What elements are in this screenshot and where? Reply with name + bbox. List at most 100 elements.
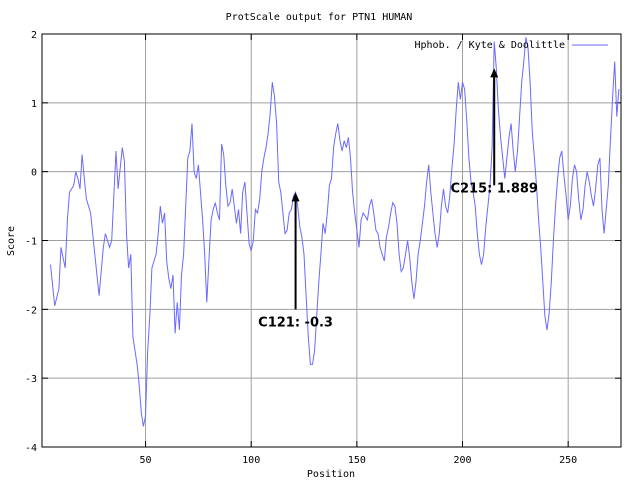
data-point	[69, 192, 70, 193]
data-point	[496, 68, 497, 69]
data-point	[584, 185, 585, 186]
data-point	[422, 223, 423, 224]
data-point	[185, 205, 186, 206]
data-point	[456, 109, 457, 110]
data-point	[540, 247, 541, 248]
data-point	[587, 171, 588, 172]
data-point	[278, 181, 279, 182]
y-axis-label: Score	[6, 226, 17, 256]
legend: Hphob. / Kyte & Doolittle	[414, 40, 608, 51]
data-point	[574, 164, 575, 165]
data-point	[458, 82, 459, 83]
data-point	[60, 247, 61, 248]
data-point	[75, 171, 76, 172]
data-point	[544, 316, 545, 317]
data-point	[198, 164, 199, 165]
data-point	[553, 240, 554, 241]
data-point	[521, 82, 522, 83]
data-point	[582, 209, 583, 210]
data-point	[513, 150, 514, 151]
data-point	[595, 188, 596, 189]
annotation-arrow-head	[291, 192, 300, 202]
data-point	[208, 261, 209, 262]
data-point	[244, 181, 245, 182]
data-point	[84, 178, 85, 179]
data-point	[86, 199, 87, 200]
data-point	[115, 150, 116, 151]
data-point	[538, 219, 539, 220]
data-point	[151, 267, 152, 268]
data-point	[498, 109, 499, 110]
data-point	[485, 226, 486, 227]
data-point	[297, 205, 298, 206]
data-point	[445, 205, 446, 206]
data-point	[139, 384, 140, 385]
data-point	[519, 116, 520, 117]
data-point	[77, 178, 78, 179]
data-point	[348, 137, 349, 138]
data-point	[248, 243, 249, 244]
data-point	[337, 123, 338, 124]
data-point	[54, 305, 55, 306]
data-point	[333, 147, 334, 148]
x-tick-label: 50	[140, 455, 152, 466]
data-point	[240, 233, 241, 234]
data-point	[396, 223, 397, 224]
data-point	[145, 415, 146, 416]
data-point	[117, 188, 118, 189]
data-point	[618, 88, 619, 89]
data-point	[405, 254, 406, 255]
data-point	[189, 150, 190, 151]
data-point	[517, 150, 518, 151]
data-point	[172, 274, 173, 275]
data-point	[170, 288, 171, 289]
data-point	[475, 205, 476, 206]
data-point	[67, 219, 68, 220]
data-point	[511, 123, 512, 124]
data-point	[466, 119, 467, 120]
data-point	[525, 37, 526, 38]
data-point	[329, 185, 330, 186]
data-point	[109, 247, 110, 248]
data-point	[217, 212, 218, 213]
data-point	[481, 264, 482, 265]
data-point	[82, 154, 83, 155]
data-point	[105, 233, 106, 234]
data-point	[325, 233, 326, 234]
data-point	[65, 267, 66, 268]
data-point	[399, 254, 400, 255]
x-tick-label: 200	[453, 455, 471, 466]
data-point	[312, 364, 313, 365]
data-point	[299, 226, 300, 227]
data-point	[128, 267, 129, 268]
data-point	[390, 212, 391, 213]
data-point	[375, 230, 376, 231]
data-point	[255, 209, 256, 210]
data-point	[276, 123, 277, 124]
data-point	[500, 137, 501, 138]
data-point	[373, 212, 374, 213]
data-point	[206, 302, 207, 303]
data-point	[363, 212, 364, 213]
data-point	[432, 212, 433, 213]
data-point	[424, 205, 425, 206]
data-point	[549, 312, 550, 313]
annotation-arrow-head	[490, 68, 499, 78]
data-point	[234, 205, 235, 206]
data-point	[225, 185, 226, 186]
data-point	[491, 147, 492, 148]
data-point	[534, 157, 535, 158]
data-point	[344, 140, 345, 141]
data-point	[314, 350, 315, 351]
data-point	[210, 219, 211, 220]
data-point	[183, 254, 184, 255]
data-point	[232, 188, 233, 189]
data-point	[380, 247, 381, 248]
data-point	[310, 364, 311, 365]
data-point	[441, 205, 442, 206]
data-point	[320, 254, 321, 255]
data-point	[236, 223, 237, 224]
data-point	[280, 192, 281, 193]
data-point	[523, 61, 524, 62]
